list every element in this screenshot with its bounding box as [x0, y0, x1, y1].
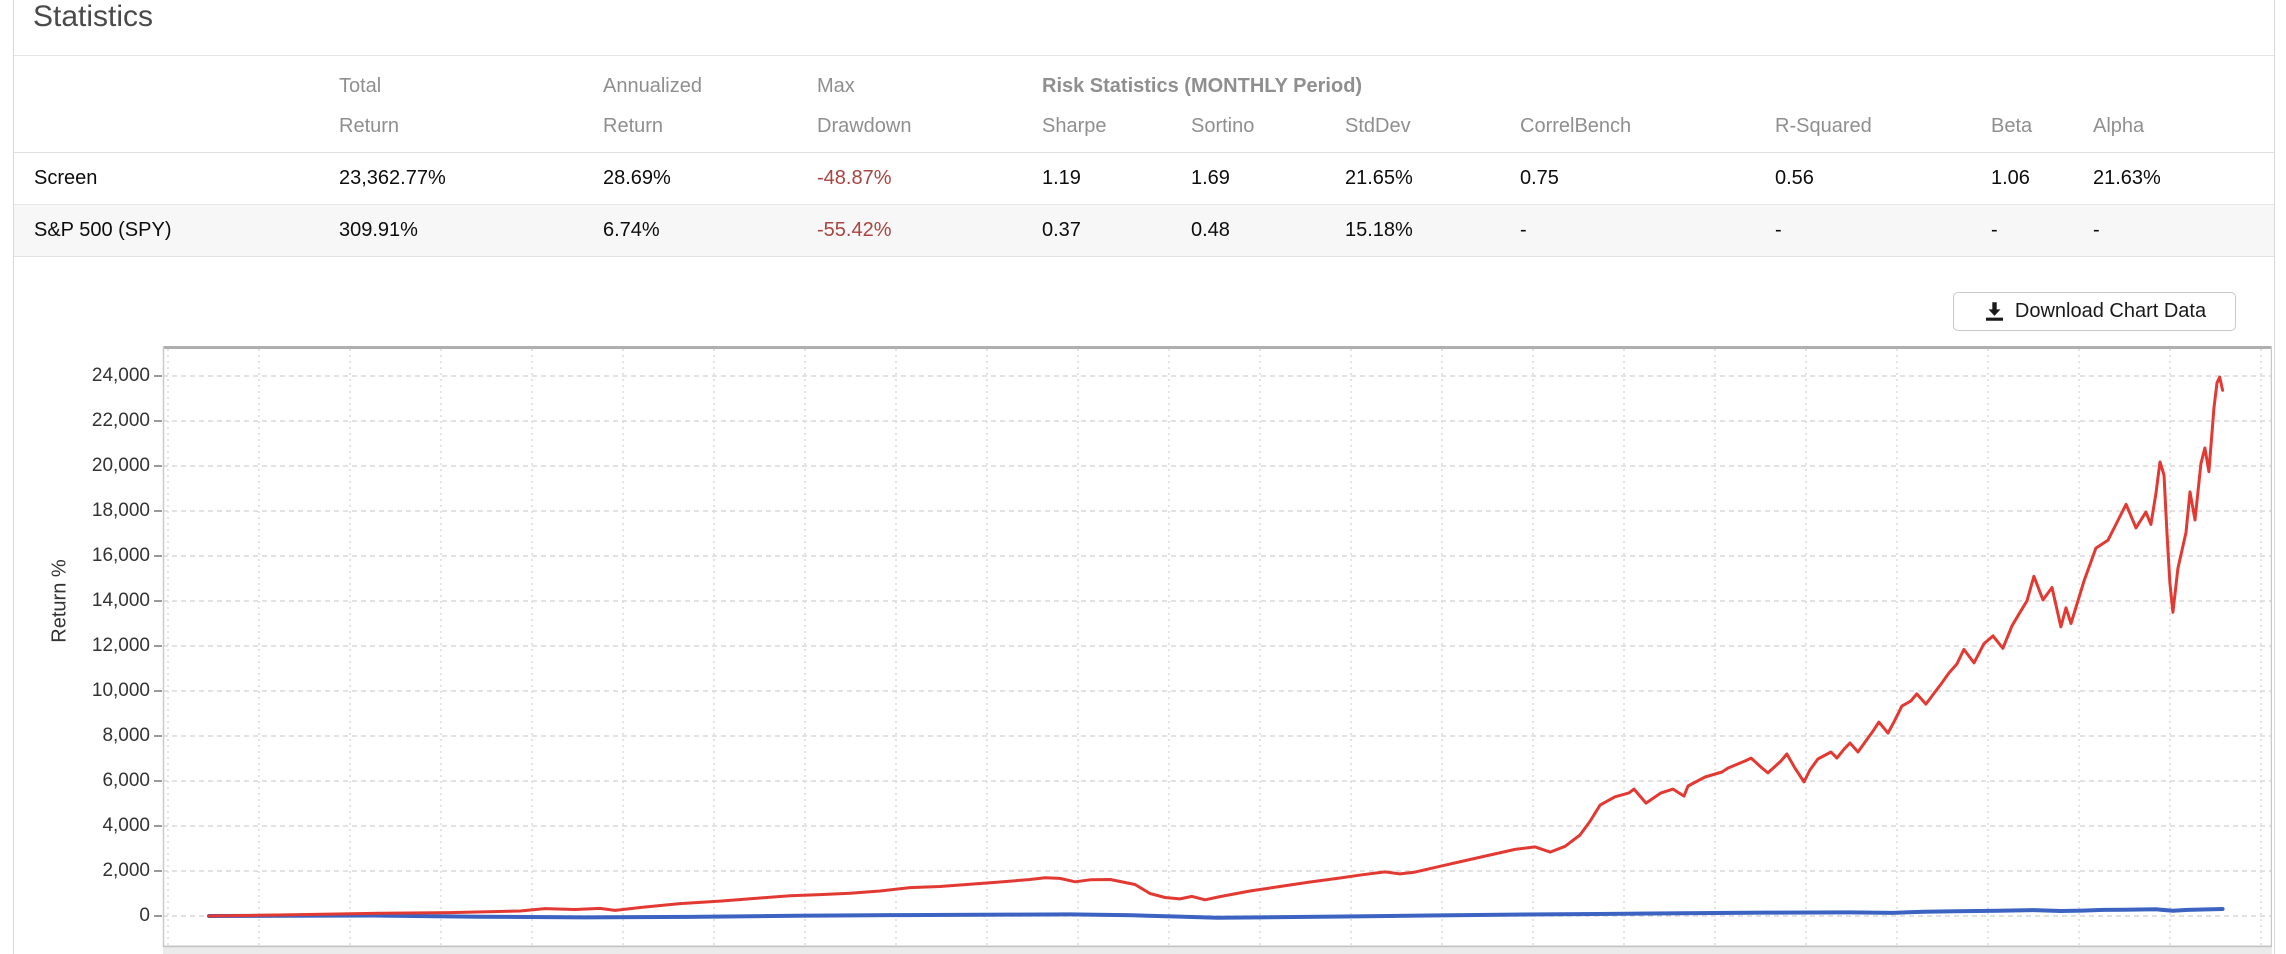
max-drawdown-value: -48.87% [817, 167, 892, 189]
header-sharpe: Sharpe [1042, 114, 1107, 137]
y-tick-label: 4,000 [102, 815, 150, 836]
y-tick-label: 2,000 [102, 860, 150, 881]
annualized-return-value: 6.74% [603, 219, 660, 241]
header-total: Total [339, 74, 382, 97]
y-tick-label: 14,000 [91, 590, 150, 611]
row-label: S&P 500 (SPY) [34, 219, 172, 241]
sortino-value: 1.69 [1191, 167, 1230, 189]
header-sortino: Sortino [1191, 114, 1255, 137]
header-drawdown: Drawdown [817, 114, 912, 137]
y-tick-label: 24,000 [91, 365, 150, 386]
header-annualized: Annualized [603, 74, 702, 97]
y-tick-label: 0 [139, 905, 150, 926]
header-stddev: StdDev [1345, 114, 1411, 137]
y-axis-tick-labels: 0 2,000 4,000 6,000 8,000 10,000 12,000 14,000 1… [0, 346, 150, 954]
alpha-value: - [2093, 219, 2100, 241]
statistics-table: Total Annualized Max Risk Statistics (MO… [14, 55, 2274, 257]
y-tick-label: 8,000 [102, 725, 150, 746]
total-return-value: 309.91% [339, 219, 418, 241]
sortino-value: 0.48 [1191, 219, 1230, 241]
header-r-squared: R-Squared [1775, 114, 1872, 137]
chart-scrollbar-strip [163, 948, 2272, 954]
stddev-value: 15.18% [1345, 219, 1413, 241]
content-card [13, 0, 2275, 954]
y-tick-label: 12,000 [91, 635, 150, 656]
correlbench-value: - [1520, 219, 1527, 241]
header-total-return: Return [339, 114, 400, 137]
correlbench-value: 0.75 [1520, 167, 1559, 189]
table-header: Total Annualized Max Risk Statistics (MO… [14, 56, 2274, 153]
header-risk-statistics-group: Risk Statistics (MONTHLY Period) [1042, 74, 1363, 97]
beta-value: - [1991, 219, 1998, 241]
stddev-value: 21.65% [1345, 167, 1413, 189]
table-row-benchmark: S&P 500 (SPY) 309.91% 6.74% -55.42% 0.37… [14, 205, 2274, 257]
sharpe-value: 0.37 [1042, 219, 1081, 241]
beta-value: 1.06 [1991, 167, 2030, 189]
performance-chart [154, 346, 2272, 954]
y-tick-label: 20,000 [91, 455, 150, 476]
header-max: Max [817, 74, 855, 97]
download-button-label: Download Chart Data [2014, 300, 2207, 322]
r-squared-value: 0.56 [1775, 167, 1814, 189]
row-label: Screen [34, 167, 98, 189]
y-tick-label: 16,000 [91, 545, 150, 566]
series-line-s-p-500-spy- [207, 907, 2225, 920]
y-tick-label: 22,000 [91, 410, 150, 431]
annualized-return-value: 28.69% [603, 167, 671, 189]
alpha-value: 21.63% [2093, 167, 2161, 189]
header-beta: Beta [1991, 114, 2033, 137]
y-tick-label: 10,000 [91, 680, 150, 701]
page-title: Statistics [33, 0, 154, 33]
r-squared-value: - [1775, 219, 1782, 241]
y-tick-label: 18,000 [91, 500, 150, 521]
header-correlbench: CorrelBench [1520, 114, 1632, 137]
y-tick-label: 6,000 [102, 770, 150, 791]
table-row-screen: Screen 23,362.77% 28.69% -48.87% 1.19 1.… [14, 153, 2274, 205]
header-alpha: Alpha [2093, 114, 2145, 137]
total-return-value: 23,362.77% [339, 167, 446, 189]
series-line-screen [207, 375, 2225, 918]
max-drawdown-value: -55.42% [817, 219, 892, 241]
download-icon [1983, 300, 2006, 323]
header-annualized-return: Return [603, 114, 664, 137]
download-chart-data-button[interactable]: Download Chart Data [1953, 292, 2236, 331]
sharpe-value: 1.19 [1042, 167, 1081, 189]
